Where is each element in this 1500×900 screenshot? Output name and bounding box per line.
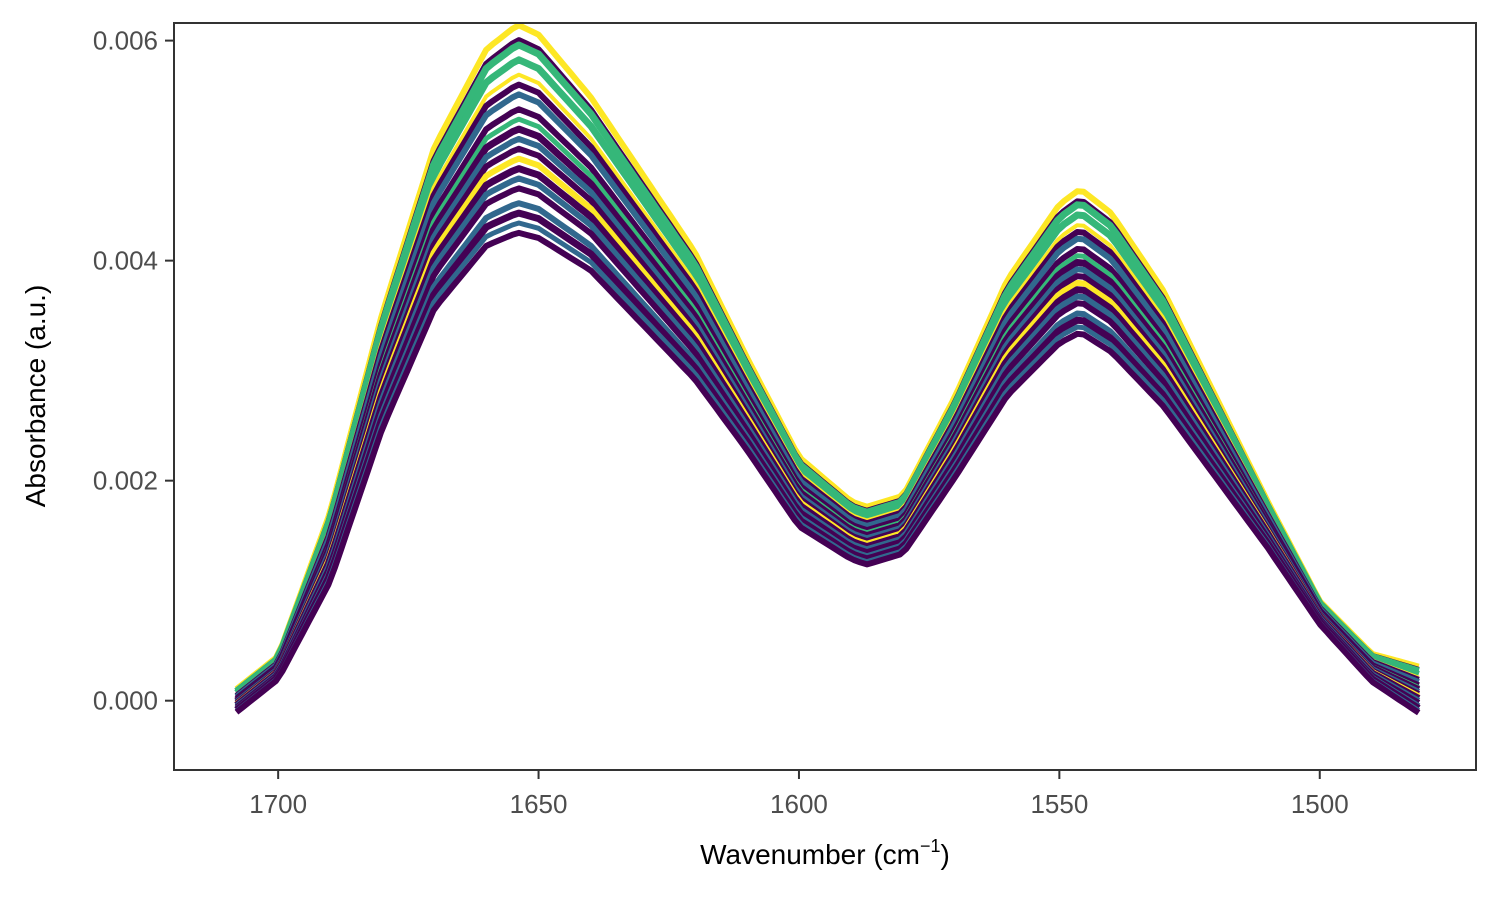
y-tick-label: 0.004 xyxy=(93,246,158,276)
y-tick-label: 0.006 xyxy=(93,26,158,56)
x-tick-label: 1700 xyxy=(249,789,307,819)
x-axis-title-close: ) xyxy=(941,839,950,870)
x-tick-label: 1650 xyxy=(510,789,568,819)
y-tick-label: 0.000 xyxy=(93,686,158,716)
plot-panel-border xyxy=(173,22,1477,771)
x-axis-title: Wavenumber (cm−1) xyxy=(700,836,950,870)
spectrum-line-4 xyxy=(234,56,1420,696)
x-tick-label: 1600 xyxy=(770,789,828,819)
y-tick-label: 0.002 xyxy=(93,466,158,496)
spectrum-line-20 xyxy=(234,229,1421,716)
x-tick-label: 1550 xyxy=(1030,789,1088,819)
x-tick-label: 1500 xyxy=(1291,789,1349,819)
y-axis: 0.000 0.002 0.004 0.006 xyxy=(93,26,174,716)
x-axis: 1700 1650 1600 1550 1500 xyxy=(249,770,1349,819)
series-layer xyxy=(234,22,1421,716)
y-axis-title: Absorbance (a.u.) xyxy=(20,285,51,508)
spectrum-line-16 xyxy=(234,185,1421,710)
x-axis-title-superscript: −1 xyxy=(920,836,941,856)
